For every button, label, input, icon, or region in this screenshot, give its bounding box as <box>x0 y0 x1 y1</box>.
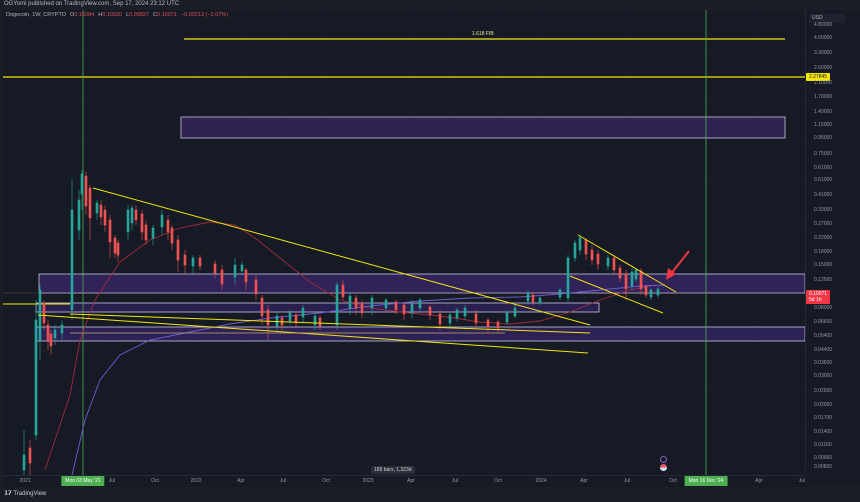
high-label: H <box>98 12 103 18</box>
descending-support-2021 <box>69 313 591 334</box>
price-label: 2.10000 <box>814 80 833 86</box>
time-label: 2023 <box>362 478 374 484</box>
flag-lower-line <box>569 275 664 314</box>
time-label: Oct <box>151 478 159 484</box>
price-label: 0.01400 <box>814 429 833 435</box>
price-label: 0.22000 <box>814 235 833 241</box>
price-label: 0.04400 <box>814 347 833 353</box>
price-label: 0.01700 <box>814 415 833 421</box>
time-label: Oct <box>494 478 502 484</box>
price-label: 1.40000 <box>814 109 833 115</box>
currency-selector[interactable]: USD <box>809 14 845 23</box>
lower-support-line <box>37 314 589 354</box>
fib-label[interactable]: 1.618 FIB <box>472 31 494 37</box>
current-price: 0.10071 <box>809 291 828 297</box>
ma-red <box>44 221 656 471</box>
time-label: Jul <box>279 478 287 484</box>
price-label: 0.00960 <box>814 455 833 461</box>
symbol-info[interactable]: Dogecoin, 1W, CRYPTO <box>6 12 67 18</box>
low-label: L <box>126 12 130 18</box>
price-label: 0.61000 <box>814 165 833 171</box>
trendlines <box>37 187 677 354</box>
price-label: 0.01160 <box>814 442 832 448</box>
price-label: 4.00000 <box>814 35 833 41</box>
zone-0.054 <box>35 326 806 342</box>
price-axis[interactable]: USD 2.27845 0.10071 5d 1h 4.80000 4.00000… <box>805 10 860 470</box>
price-label: 4.80000 <box>814 22 833 28</box>
price-label: 0.08000 <box>814 305 833 311</box>
time-marker-end: Mon 16 Dec '24 <box>684 476 728 486</box>
time-label: Jul <box>623 478 631 484</box>
low-value: 0.09827 <box>129 12 150 18</box>
bar-countdown: 5d 1h <box>809 297 822 303</box>
ohlc-legend: Dogecoin, 1W, CRYPTO O0.10284 H0.10320 L… <box>6 12 228 18</box>
brand-name: TradingView <box>13 490 47 497</box>
time-label: Apr <box>755 478 763 484</box>
descending-resistance-2021 <box>92 187 591 326</box>
price-label: 0.75000 <box>814 151 833 157</box>
price-label: 0.95000 <box>814 135 833 141</box>
price-label: 0.03600 <box>814 360 833 366</box>
time-label: 2024 <box>535 478 547 484</box>
price-label: 0.02500 <box>814 388 833 394</box>
price-label: 0.00800 <box>814 464 833 470</box>
price-label: 0.15000 <box>814 262 833 268</box>
open-label: O <box>70 12 75 18</box>
price-label: 2.60000 <box>814 65 833 71</box>
time-marker-start: Mon 03 May '21 <box>61 476 105 486</box>
upper-zone <box>180 116 786 139</box>
current-price-badge: 0.10071 5d 1h <box>806 290 831 304</box>
price-label: 3.30000 <box>814 50 833 56</box>
event-icon[interactable] <box>659 456 667 463</box>
price-label: 0.05400 <box>814 333 833 339</box>
tradingview-logo[interactable]: 𝟭𝟳 TradingView <box>4 490 47 498</box>
price-label: 0.41000 <box>814 192 833 198</box>
ma-purple <box>71 284 666 476</box>
price-label: 1.15000 <box>814 122 833 128</box>
time-label: Oct <box>322 478 330 484</box>
price-label: 0.33000 <box>814 207 833 213</box>
open-value: 0.10284 <box>74 12 95 18</box>
arrow-annotation-icon <box>666 250 690 280</box>
price-label: 0.18000 <box>814 249 833 255</box>
flag-upper-line <box>577 234 677 293</box>
time-axis[interactable]: Jul Apr Oct Jul Apr 2024 Oct Jul Apr 2023 Oct Jul Ap… <box>3 475 805 488</box>
time-label: Jul <box>108 478 116 484</box>
price-label: 0.51000 <box>814 177 833 183</box>
tradingview-logo-icon: 𝟭𝟳 <box>4 491 12 497</box>
zone-0.125 <box>38 273 806 294</box>
close-label: C <box>153 12 158 18</box>
time-label: Oct <box>669 478 677 484</box>
price-label: 0.03000 <box>814 373 833 379</box>
price-label: 0.27000 <box>814 221 833 227</box>
price-label: 0.06600 <box>814 319 833 325</box>
grid-lines <box>3 10 805 475</box>
price-label: 0.02050 <box>814 402 833 408</box>
time-label: Apr <box>407 478 415 484</box>
time-label: Jul <box>798 478 806 484</box>
time-label: 2022 <box>190 478 202 484</box>
close-value: 0.10071 <box>157 12 177 18</box>
publish-header: OGYomi published on TradingView.com, Sep… <box>0 0 860 9</box>
economic-events[interactable] <box>658 456 668 471</box>
time-label: Apr <box>580 478 588 484</box>
change-value: −0.00213 (−2.07%) <box>180 12 228 18</box>
price-label: 0.12500 <box>814 277 833 283</box>
time-label: 2021 <box>19 478 31 484</box>
publisher-line: OGYomi published on TradingView.com, Sep… <box>4 1 180 7</box>
footer: 𝟭𝟳 TradingView <box>0 487 860 502</box>
high-value: 0.10320 <box>102 12 123 18</box>
time-label: Jul <box>451 478 459 484</box>
range-tooltip: 189 bars, 1,323d <box>371 466 415 474</box>
chart-pane[interactable] <box>3 10 860 485</box>
fib-price-badge: 2.27845 <box>806 73 831 81</box>
us-flag-icon[interactable] <box>659 464 667 471</box>
price-label: 1.70000 <box>814 94 833 100</box>
time-label: Apr <box>237 478 245 484</box>
candlesticks <box>22 170 660 475</box>
